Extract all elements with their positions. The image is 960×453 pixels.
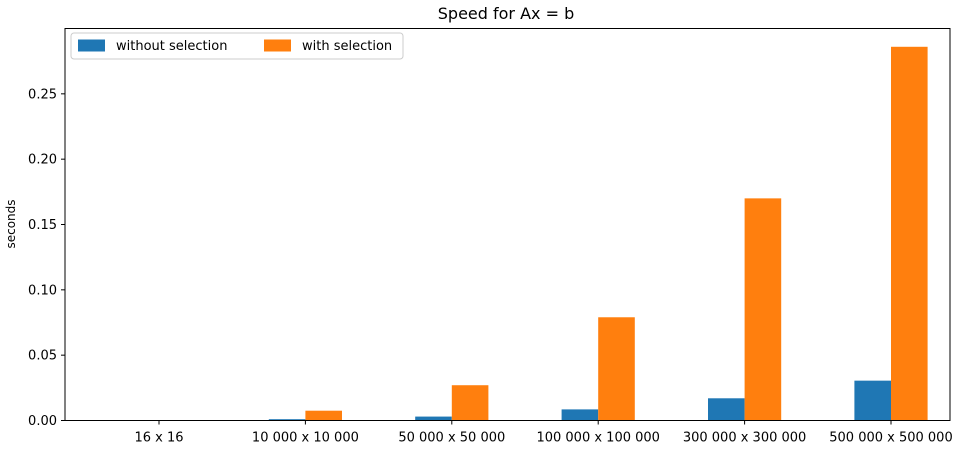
legend: without selection with selection [70,32,404,60]
bar [561,409,599,421]
legend-swatch [264,39,291,52]
x-tick-label: 10 000 x 10 000 [252,431,359,446]
x-tick-label: 500 000 x 500 000 [829,431,952,446]
bar [598,317,635,421]
legend-label: with selection [302,39,392,54]
plot-frame [64,28,951,421]
x-tick-label: 50 000 x 50 000 [398,431,505,446]
y-tick-label: 0.15 [28,218,57,233]
y-tick-label: 0.25 [28,87,57,102]
chart-title: Speed for Ax = b [438,4,574,23]
x-tick-label: 100 000 x 100 000 [536,431,659,446]
bar [891,46,928,421]
legend-frame [70,32,404,60]
y-axis-label: seconds [4,199,18,248]
bar [744,198,782,421]
y-tick-label: 0.10 [28,283,57,298]
x-tick-label: 300 000 x 300 000 [683,431,806,446]
bar [415,416,452,421]
bar [854,380,891,421]
bar [305,410,342,421]
bar [451,385,489,421]
bar [268,419,306,421]
legend-swatch [78,39,105,52]
y-tick-label: 0.05 [28,349,57,364]
legend-label: without selection [116,39,227,54]
x-axis: 16 x 16 10 000 x 10 000 50 000 x 50 000 100… [134,420,953,446]
bars-layer [268,46,928,421]
bar [708,398,745,421]
y-tick-label: 0.00 [28,414,57,429]
y-axis: 0.00 0.05 0.10 0.15 0.20 0.25 [28,87,65,429]
y-tick-label: 0.20 [28,153,57,168]
x-tick-label: 16 x 16 [134,431,183,446]
